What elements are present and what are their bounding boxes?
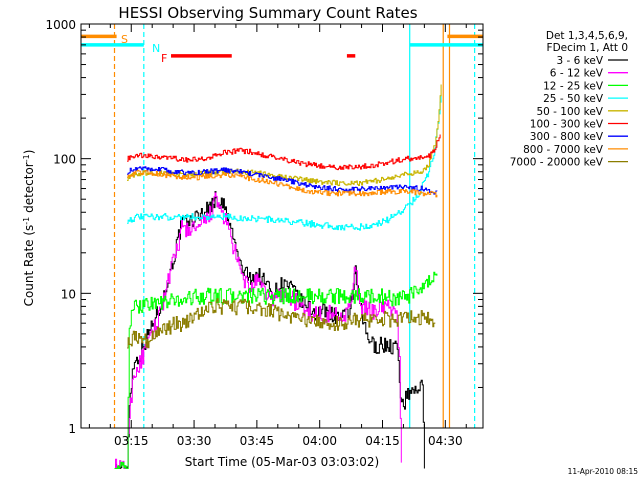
y-tick-label-1: 1 (68, 422, 76, 436)
series-100-300-kev (127, 134, 441, 171)
y-axis-label-end: ) (22, 150, 36, 155)
series-800-7000-kev (127, 169, 438, 198)
y-axis-label-exponent-1: -1 (22, 217, 31, 225)
legend-label-25-50-kev: 25 - 50 keV (543, 93, 604, 105)
legend-header-2: FDecim 1, Att 0 (547, 42, 628, 54)
legend-label-50-100-kev: 50 - 100 keV (536, 106, 603, 118)
x-tick-label-03-15: 03:15 (114, 434, 149, 448)
legend-label-300-800-kev: 300 - 800 keV (530, 131, 604, 143)
series-7000-20000-kev (127, 298, 436, 349)
timestamp: 11-Apr-2010 08:15 (568, 467, 639, 476)
axes: 03:15 03:30 03:45 04:00 04:15 04:30 1 10 100 1000 (45, 18, 484, 448)
y-tick-label-100: 100 (53, 153, 76, 167)
plot-frame (80, 23, 484, 429)
series-6-12-kev (114, 192, 402, 469)
series-lines (114, 84, 442, 469)
x-tick-label-03-30: 03:30 (177, 434, 212, 448)
y-axis-label-middle: detector (22, 162, 36, 217)
series-25-50-kev (127, 94, 442, 231)
y-tick-label-1000: 1000 (45, 18, 76, 32)
attenuator-markers (113, 24, 476, 428)
x-axis-label: Start Time (05-Mar-03 03:03:02) (185, 455, 379, 469)
x-tick-label-04-00: 04:00 (302, 434, 337, 448)
chart-title: HESSI Observing Summary Count Rates (118, 4, 417, 22)
x-tick-label-03-45: 03:45 (240, 434, 275, 448)
flag-label-s: S (121, 33, 128, 46)
legend-label-100-300-kev: 100 - 300 keV (530, 119, 604, 131)
x-tick-label-04-30: 04:30 (428, 434, 463, 448)
flag-labels: S NF (121, 33, 167, 65)
legend-label-6-12-kev: 6 - 12 keV (550, 68, 604, 80)
y-axis-label-main: Count Rate (s (22, 225, 36, 307)
legend-header-1: Det 1,3,4,5,6,9, (546, 30, 628, 42)
y-axis-label: Count Rate (s-1 detector-1) (22, 150, 37, 307)
y-axis-label-exponent-2: -1 (22, 154, 31, 162)
series-300-800-kev (127, 166, 438, 195)
flag-bars (81, 34, 483, 58)
legend-label-12-25-kev: 12 - 25 keV (543, 80, 604, 92)
legend-label-3-6-kev: 3 - 6 keV (556, 55, 603, 67)
series-12-25-kev (114, 271, 438, 469)
y-tick-label-10: 10 (61, 287, 76, 301)
flag-label-n: N (152, 42, 160, 55)
series-50-100-kev (127, 84, 442, 186)
legend: Det 1,3,4,5,6,9,FDecim 1, Att 03 - 6 keV… (510, 30, 628, 169)
x-tick-label-04-15: 04:15 (365, 434, 400, 448)
legend-label-800-7000-kev: 800 - 7000 keV (523, 144, 604, 156)
flag-label-f: F (161, 52, 167, 65)
legend-label-7000-20000-kev: 7000 - 20000 keV (510, 157, 604, 169)
